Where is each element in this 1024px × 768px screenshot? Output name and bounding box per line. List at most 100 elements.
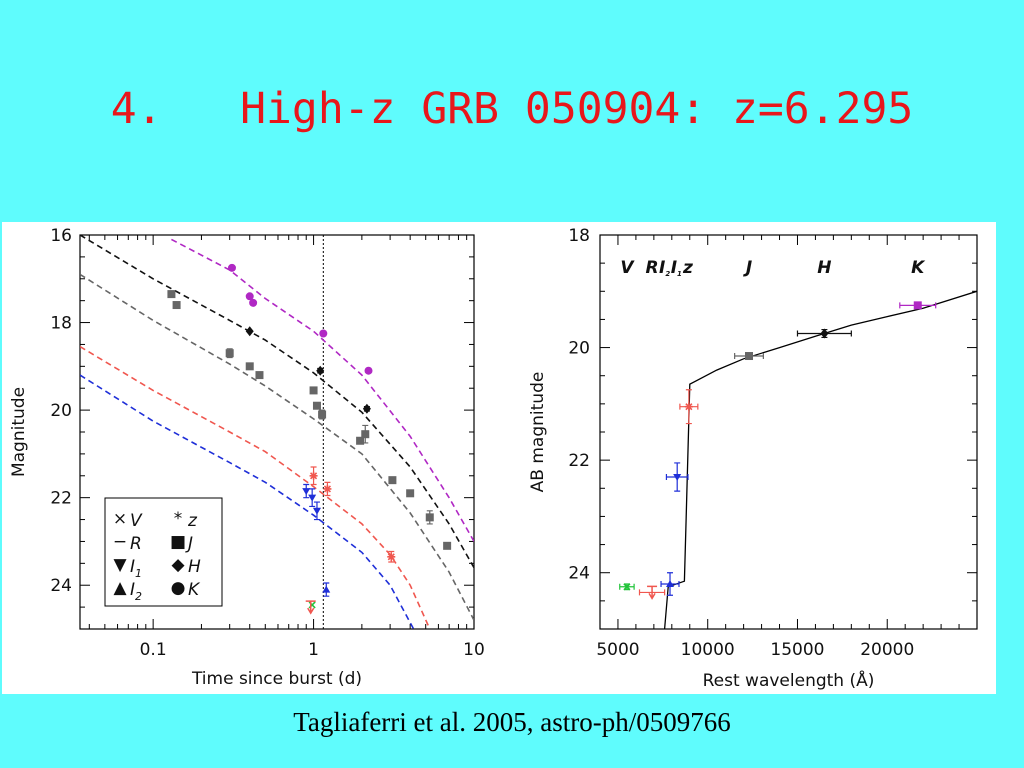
data-point-K bbox=[319, 329, 328, 338]
data-point-J bbox=[255, 371, 264, 380]
model-curve-I bbox=[80, 374, 415, 629]
band-subscript: 2 bbox=[665, 270, 670, 278]
model-curve-J bbox=[80, 273, 474, 621]
data-point-I bbox=[312, 507, 321, 515]
band-label: V bbox=[620, 258, 635, 278]
model-curve-K bbox=[171, 238, 474, 542]
data-point-I bbox=[302, 488, 311, 496]
lightcurve-data bbox=[80, 235, 474, 629]
sed-point-H bbox=[820, 328, 829, 339]
sed-data bbox=[619, 290, 977, 629]
legend-symbol: * bbox=[174, 509, 183, 529]
band-subscript: 1 bbox=[677, 270, 682, 278]
data-point-J bbox=[309, 386, 318, 395]
data-point-J bbox=[312, 401, 321, 410]
data-point-J bbox=[225, 349, 234, 358]
y-tick-label: 20 bbox=[568, 339, 590, 359]
plot-frame bbox=[599, 234, 978, 630]
data-point-J bbox=[406, 489, 415, 498]
data-point-K bbox=[249, 298, 258, 307]
data-point-J bbox=[318, 410, 327, 419]
data-point-H bbox=[245, 326, 254, 337]
sed-chart: 18 20 22 24 5000 10000 15000 20000 Rest waveleng… bbox=[528, 226, 978, 691]
figure-panel: 16 18 20 22 24 0.1 1 10 Time since burst (d) Magn… bbox=[2, 222, 996, 694]
x-tick-label: 10000 bbox=[681, 640, 735, 660]
slide-title: 4. High-z GRB 050904: z=6.295 bbox=[110, 84, 914, 134]
y-tick-label: 18 bbox=[50, 314, 72, 334]
sed-point-I bbox=[666, 579, 675, 587]
y-tick-label: 24 bbox=[50, 576, 72, 596]
data-point-I bbox=[322, 585, 331, 593]
band-label: J bbox=[743, 258, 752, 278]
y-tick-label: 20 bbox=[50, 401, 72, 421]
band-label: I2 bbox=[659, 258, 670, 278]
data-point-J bbox=[245, 362, 254, 371]
citation-caption: Tagliaferri et al. 2005, astro-ph/050976… bbox=[293, 707, 731, 737]
legend-symbol: ● bbox=[171, 578, 186, 598]
legend-subscript: 2 bbox=[135, 590, 142, 603]
sed-point-K bbox=[913, 301, 922, 310]
data-point-J bbox=[443, 541, 452, 550]
band-label: R bbox=[646, 258, 659, 278]
sed-point-R bbox=[647, 585, 658, 600]
legend-label: H bbox=[188, 557, 201, 577]
data-point-R bbox=[305, 600, 316, 615]
y-tick-label: 16 bbox=[50, 226, 72, 246]
x-tick-label: 10 bbox=[463, 640, 485, 660]
data-point-K bbox=[364, 366, 373, 375]
legend-symbol: ■ bbox=[170, 532, 186, 552]
lightcurve-chart: 16 18 20 22 24 0.1 1 10 Time since burst (d) Magn… bbox=[9, 226, 485, 689]
legend-label: z bbox=[187, 511, 198, 531]
y-axis-label: AB magnitude bbox=[528, 372, 548, 493]
legend-symbol: ◆ bbox=[171, 555, 185, 575]
data-point-J bbox=[172, 301, 181, 310]
band-label: H bbox=[817, 258, 831, 278]
sed-point-V bbox=[623, 583, 631, 591]
data-point-z bbox=[387, 552, 396, 561]
sed-point-I bbox=[673, 474, 682, 482]
model-curve-R bbox=[80, 345, 431, 629]
legend-box bbox=[104, 497, 223, 607]
data-point-K bbox=[245, 292, 254, 301]
data-point-z bbox=[309, 471, 318, 480]
data-point-J bbox=[388, 476, 397, 485]
data-point-J bbox=[425, 513, 434, 522]
x-tick-label: 0.1 bbox=[140, 640, 167, 660]
band-label: I1 bbox=[671, 258, 682, 278]
data-point-J bbox=[361, 430, 370, 439]
data-point-H bbox=[362, 403, 371, 414]
x-tick-label: 5000 bbox=[596, 640, 639, 660]
legend-symbol: × bbox=[113, 509, 127, 529]
model-curve-H bbox=[80, 235, 474, 569]
data-point-z bbox=[323, 484, 332, 493]
legend-label: R bbox=[130, 534, 142, 554]
data-point-J bbox=[356, 436, 365, 445]
sed-point-z bbox=[684, 402, 693, 411]
data-point-H bbox=[316, 365, 325, 376]
y-tick-label: 24 bbox=[568, 564, 590, 584]
legend: × V * z− R ■ J▼ I1 ◆ H▲ I2 ● K bbox=[104, 497, 223, 607]
legend-label: J bbox=[185, 534, 193, 554]
y-axis-label: Magnitude bbox=[9, 387, 29, 477]
sed-model-curve bbox=[663, 290, 977, 629]
x-axis-label: Rest wavelength (Å) bbox=[703, 669, 875, 691]
band-label: K bbox=[911, 258, 926, 278]
sed-point-J bbox=[745, 352, 754, 361]
legend-symbol: − bbox=[113, 532, 127, 552]
data-point-I bbox=[308, 494, 317, 502]
data-point-K bbox=[227, 263, 236, 272]
x-tick-label: 20000 bbox=[860, 640, 914, 660]
legend-symbol: ▲ bbox=[113, 578, 127, 598]
x-axis-label: Time since burst (d) bbox=[191, 669, 362, 689]
legend-subscript: 1 bbox=[135, 567, 142, 580]
x-tick-label: 15000 bbox=[770, 640, 824, 660]
x-tick-label: 1 bbox=[308, 640, 319, 660]
y-tick-label: 22 bbox=[50, 489, 72, 509]
legend-label: K bbox=[188, 580, 201, 600]
y-tick-label: 22 bbox=[568, 451, 590, 471]
data-point-J bbox=[167, 290, 176, 299]
legend-label: V bbox=[130, 511, 143, 531]
band-label: z bbox=[682, 258, 693, 278]
y-tick-label: 18 bbox=[568, 226, 590, 246]
